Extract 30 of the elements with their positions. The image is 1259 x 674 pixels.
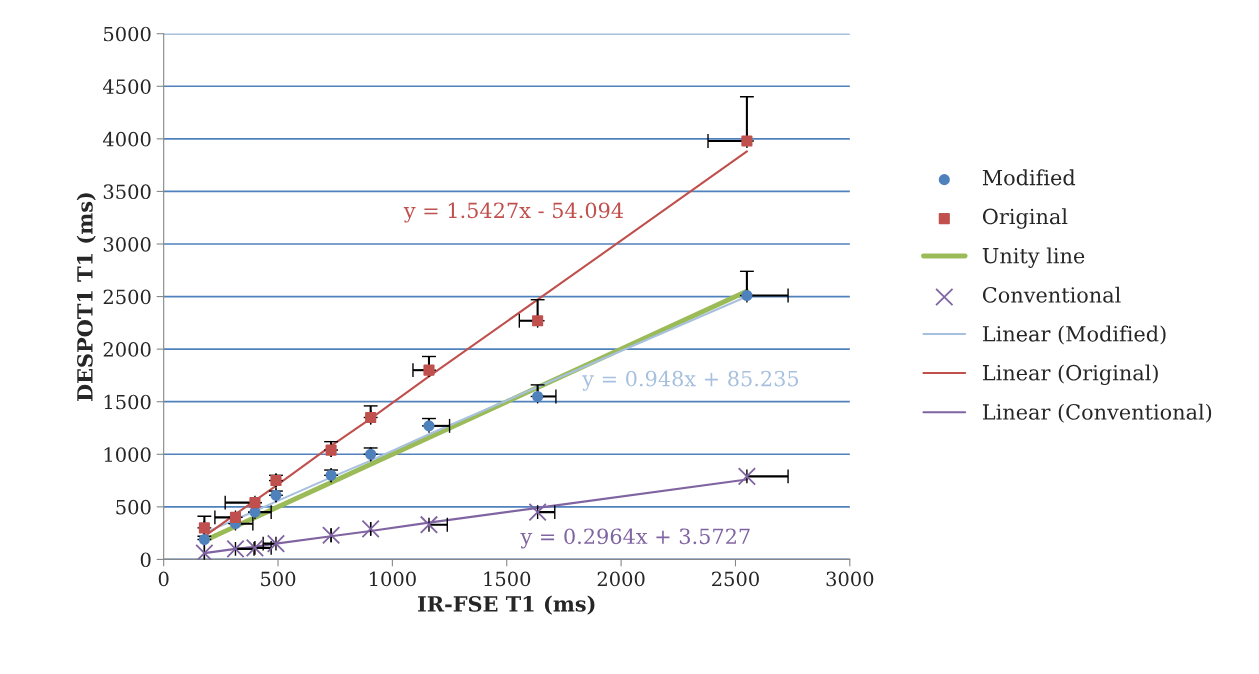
x-tick-label: 3000 xyxy=(826,571,874,587)
y-tick-label: 3500 xyxy=(103,184,151,200)
legend-label: Conventional xyxy=(982,286,1121,303)
y-tick-label: 2000 xyxy=(103,342,151,357)
x-tick-label: 0 xyxy=(158,571,169,587)
y-tick-label: 4000 xyxy=(102,131,151,147)
x-tick-label: 2500 xyxy=(712,571,759,587)
x-axis-title: IR-FSE T1 (ms) xyxy=(418,595,595,615)
x-tick-label: 2000 xyxy=(597,571,645,587)
annotation: y = 1.5427x - 54.094 xyxy=(403,202,624,223)
y-tick-label: 4500 xyxy=(102,79,151,94)
y-tick-label: 5000 xyxy=(104,26,151,42)
legend-label: Unity line xyxy=(982,247,1085,268)
x-tick-label: 500 xyxy=(261,571,296,587)
y-tick-label: 3000 xyxy=(103,236,151,252)
y-tick-label: 1000 xyxy=(104,447,151,462)
annotation: y = 0.2964x + 3.5727 xyxy=(520,528,750,549)
legend-label: Linear (Modified) xyxy=(982,325,1166,345)
y-tick-label: 0 xyxy=(140,552,151,568)
y-tick-label: 500 xyxy=(116,499,151,515)
x-tick-label: 1000 xyxy=(370,571,416,587)
y-tick-label: 2500 xyxy=(103,289,151,305)
y-tick-label: 1500 xyxy=(104,394,151,410)
legend-label: Linear (Original) xyxy=(982,364,1158,385)
y-axis-title: DESPOT1 T1 (ms) xyxy=(76,193,96,401)
legend-label: Linear (Conventional) xyxy=(982,403,1212,423)
x-tick-label: 1500 xyxy=(484,571,531,587)
legend-label: Original xyxy=(982,208,1068,229)
annotation: y = 0.948x + 85.235 xyxy=(582,370,799,391)
legend-label: Modified xyxy=(982,169,1076,186)
